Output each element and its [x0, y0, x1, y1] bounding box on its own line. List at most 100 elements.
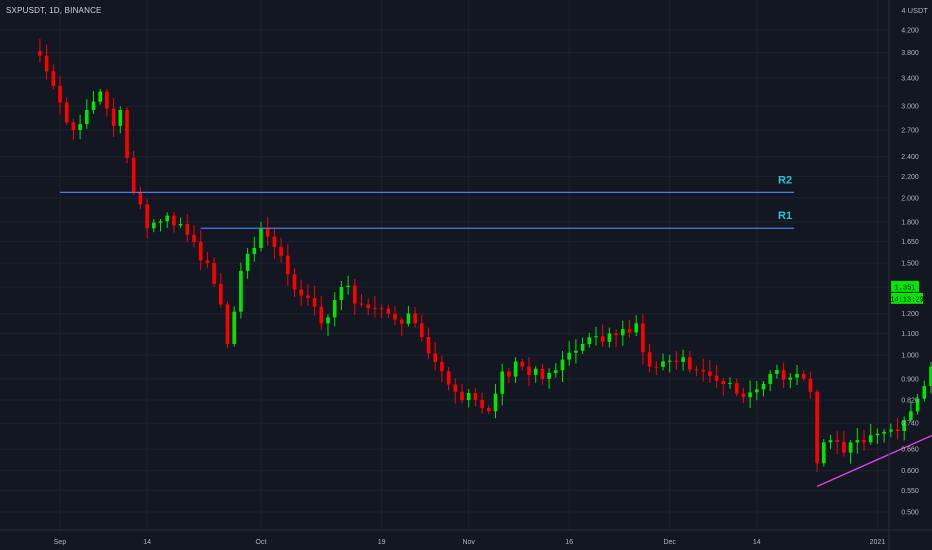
- candle: [674, 351, 679, 370]
- price-tick-label: 0.820: [901, 397, 919, 404]
- price-tick-label: 3.800: [901, 50, 919, 57]
- candle: [922, 380, 927, 402]
- candle: [319, 296, 324, 331]
- candle-body: [453, 384, 458, 392]
- candle-body: [440, 361, 444, 372]
- candle: [647, 343, 652, 373]
- candle: [165, 212, 169, 228]
- support-trendline[interactable]: [816, 279, 932, 487]
- candle: [875, 428, 880, 444]
- candle-body: [192, 234, 196, 242]
- candle: [446, 367, 451, 391]
- candle-body: [533, 368, 538, 375]
- price-tick-label: 0.900: [901, 376, 919, 383]
- candle-body: [828, 440, 833, 443]
- candle: [822, 439, 826, 467]
- time-axis[interactable]: Sep14Oct19Nov16Dec14202118Feb15Mar: [54, 539, 932, 546]
- candle-body: [359, 303, 364, 305]
- candle-body: [373, 308, 377, 310]
- candle-body: [219, 283, 223, 305]
- candle-body: [125, 109, 129, 158]
- candle-body: [292, 274, 297, 290]
- candle: [513, 357, 518, 383]
- candle-body: [272, 236, 277, 247]
- candle: [366, 298, 370, 316]
- candle-body: [507, 371, 511, 377]
- candle: [681, 349, 685, 371]
- candle: [915, 393, 920, 415]
- candle: [815, 389, 819, 473]
- candle-body: [319, 306, 324, 324]
- candle-body: [178, 224, 183, 226]
- candle-body: [493, 393, 498, 412]
- candle: [634, 315, 638, 337]
- candle-body: [734, 383, 739, 394]
- candle: [259, 221, 263, 252]
- candle-body: [714, 375, 719, 381]
- price-tick-label: 3.400: [901, 75, 919, 82]
- candle-body: [212, 263, 216, 284]
- candle-body: [915, 398, 920, 412]
- candle-body: [44, 55, 49, 72]
- candle: [701, 358, 705, 382]
- candle-body: [152, 222, 156, 229]
- candle-body: [91, 101, 96, 110]
- candle-body: [862, 440, 866, 443]
- time-tick-label: Sep: [54, 539, 67, 546]
- candle: [594, 326, 598, 346]
- candle: [600, 324, 605, 348]
- candle-body: [413, 313, 417, 324]
- candle: [158, 219, 163, 232]
- candle: [219, 272, 223, 308]
- candle-body: [909, 411, 913, 421]
- candle: [393, 306, 397, 326]
- candle-body: [460, 391, 464, 401]
- candle: [768, 370, 772, 392]
- price-axis[interactable]: 4.200 3.800 3.400 3.000 2.700 2.400 2.200 2.000…: [901, 27, 919, 516]
- candle-body: [781, 370, 786, 380]
- candle: [902, 416, 906, 441]
- candle: [895, 417, 900, 440]
- candle-body: [259, 228, 263, 248]
- candle-body: [902, 420, 906, 432]
- candle-body: [654, 366, 659, 368]
- candle-body: [446, 371, 451, 385]
- candle-body: [728, 383, 732, 385]
- price-axis-unit: 4 USDT: [901, 6, 928, 15]
- candle: [326, 314, 330, 336]
- candle-body: [587, 337, 592, 344]
- candle-body: [51, 71, 56, 86]
- candle-body: [353, 285, 357, 304]
- candle-body: [929, 366, 932, 387]
- candle-body: [145, 204, 149, 229]
- candle-body: [426, 337, 431, 354]
- candle-body: [875, 433, 880, 436]
- candle: [728, 377, 732, 389]
- candle: [131, 150, 136, 196]
- candle: [111, 98, 116, 137]
- candle: [292, 267, 297, 298]
- candle-body: [158, 221, 163, 223]
- candle-body: [265, 228, 270, 237]
- candle: [540, 363, 545, 385]
- candle-body: [775, 370, 779, 374]
- candle-body: [379, 308, 384, 310]
- r1-label: R1: [778, 210, 792, 222]
- price-tick-label: 0.660: [901, 447, 919, 454]
- candle: [212, 257, 216, 287]
- candle-body: [594, 336, 598, 338]
- candle-body: [399, 319, 404, 324]
- candle-body: [882, 431, 886, 434]
- candle-body: [98, 91, 102, 102]
- candle: [868, 423, 873, 445]
- price-tick-label: 1.200: [901, 311, 919, 318]
- candle: [64, 97, 69, 125]
- candle-body: [386, 308, 391, 314]
- candle-body: [694, 369, 699, 371]
- candle-body: [560, 359, 565, 371]
- time-tick-label: 19: [378, 539, 386, 546]
- candle-body: [239, 270, 243, 312]
- candle: [929, 361, 932, 394]
- candle-body: [848, 442, 853, 453]
